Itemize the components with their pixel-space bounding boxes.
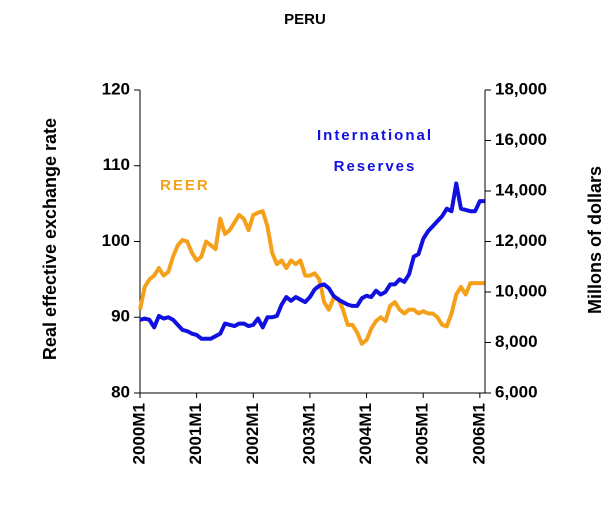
x-tick-label: 2003M1 (299, 403, 318, 464)
y2-tick-label: 18,000 (495, 79, 547, 98)
series-line (138, 209, 485, 346)
y-tick-label: 120 (102, 79, 130, 98)
series-label: REER (160, 177, 210, 194)
y2-tick-label: 14,000 (495, 180, 547, 199)
y2-tick-label: 8,000 (495, 332, 538, 351)
chart-title: PERU (284, 11, 326, 28)
y-axis-label: Real effective exchange rate (40, 117, 60, 361)
y-tick-label: 90 (111, 307, 130, 326)
y-tick-label: 110 (103, 155, 130, 174)
y2-axis-label: Millons of dollars (585, 166, 605, 315)
x-tick-label: 2001M1 (186, 403, 205, 464)
series-label: International Reserves (316, 127, 433, 175)
y2-tick-label: 16,000 (495, 130, 547, 149)
y2-tick-label: 12,000 (495, 231, 547, 250)
y-tick-label: 100 (102, 231, 130, 250)
y-tick-label: 80 (111, 382, 130, 401)
x-tick-label: 2006M1 (469, 403, 488, 464)
y2-tick-label: 10,000 (495, 281, 547, 300)
x-tick-label: 2000M1 (129, 403, 148, 464)
x-tick-label: 2002M1 (243, 403, 262, 464)
x-tick-label: 2005M1 (413, 403, 432, 464)
y2-tick-label: 6,000 (495, 382, 538, 401)
series-line (139, 181, 485, 341)
x-tick-label: 2004M1 (356, 403, 375, 464)
